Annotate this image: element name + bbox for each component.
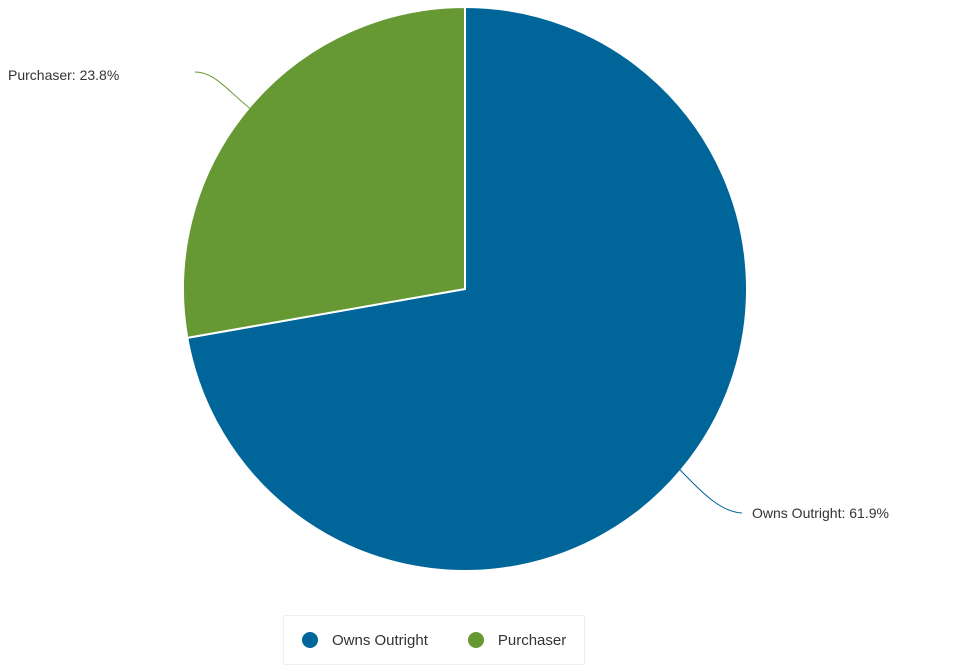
- pie-chart: Owns Outright: 61.9% Purchaser: 23.8%: [8, 5, 889, 572]
- legend-marker-owns-outright: [302, 632, 318, 648]
- purchaser-data-label: Purchaser: 23.8%: [8, 67, 119, 83]
- legend-item-owns-outright[interactable]: Owns Outright: [302, 632, 428, 649]
- pie-slice-purchaser[interactable]: [182, 5, 466, 340]
- legend-marker-purchaser: [467, 632, 484, 648]
- purchaser-leader-line: [194, 71, 253, 111]
- pie-slices: [182, 5, 748, 572]
- owns-outright-data-label: Owns Outright: 61.9%: [752, 505, 889, 521]
- legend-item-purchaser[interactable]: Purchaser: [467, 631, 567, 649]
- owns-outright-leader-line: [677, 467, 743, 514]
- legend-label-owns-outright: Owns Outright: [332, 631, 428, 649]
- legend-label-purchaser: Purchaser: [497, 631, 567, 649]
- chart-legend: Owns Outright Purchaser: [283, 615, 586, 665]
